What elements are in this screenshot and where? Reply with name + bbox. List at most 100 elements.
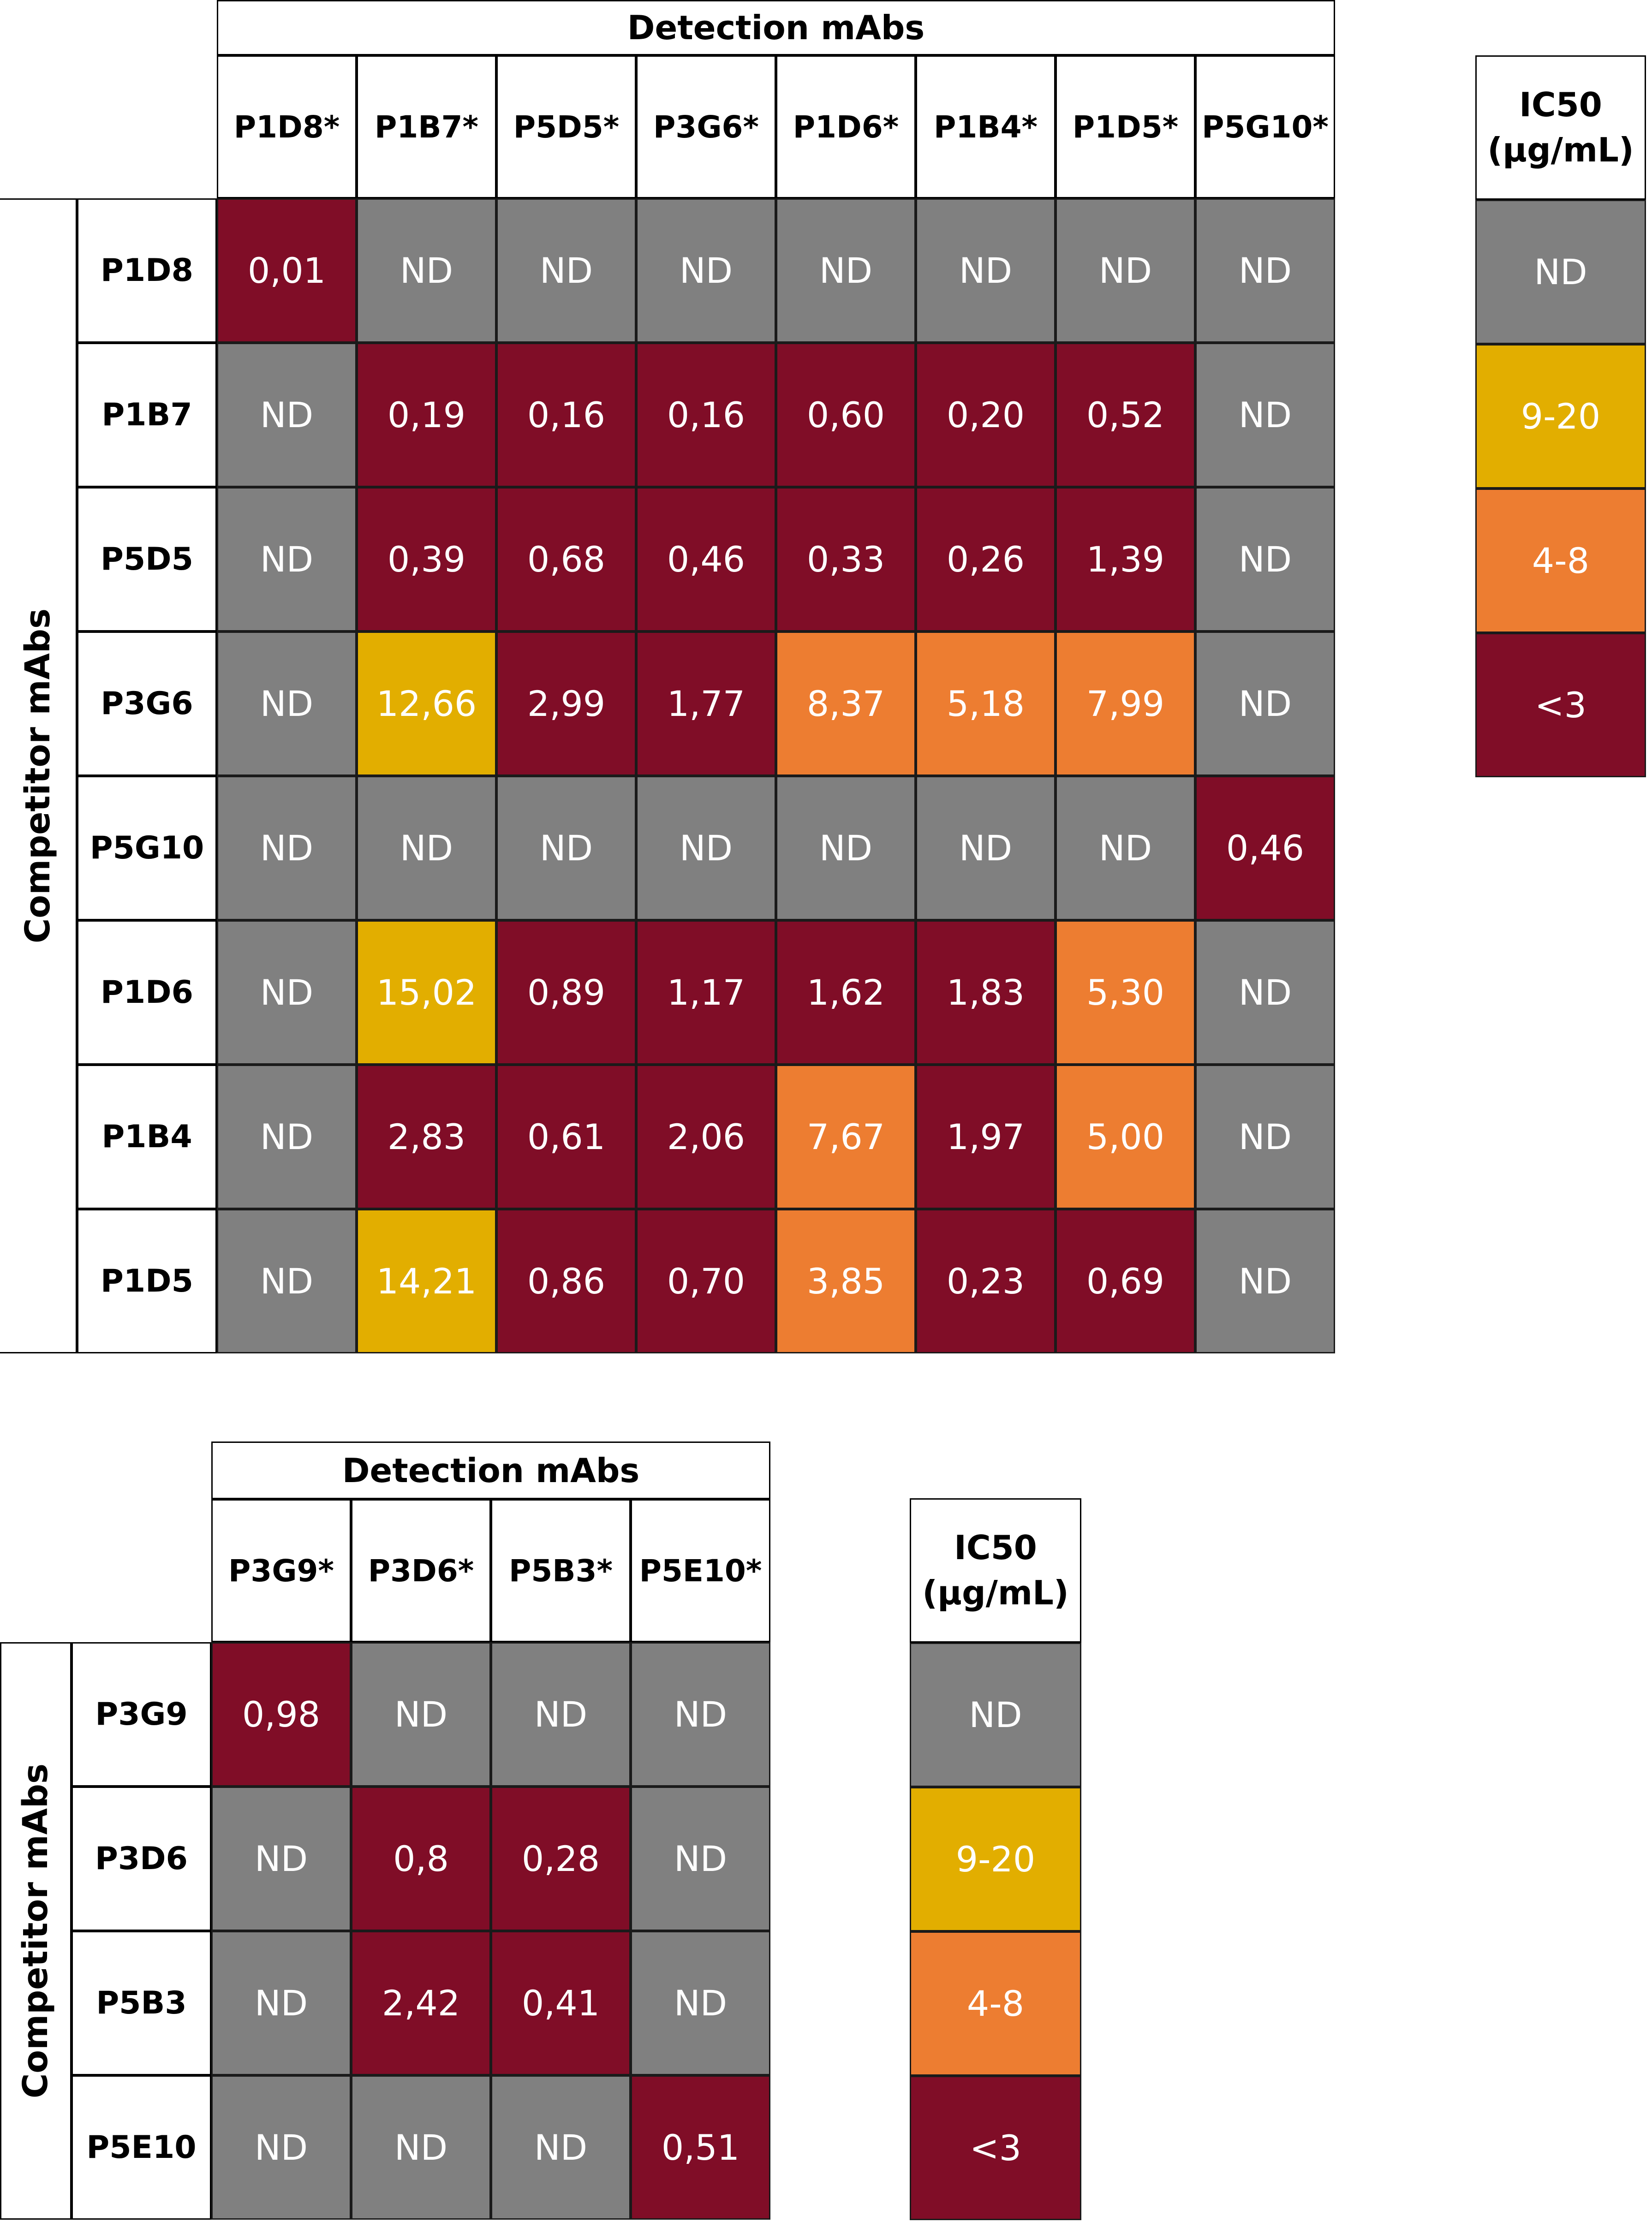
- heatmap-cell: 0,69: [1056, 1209, 1195, 1353]
- row-header: P1B7: [77, 343, 217, 487]
- row-header: P3G9: [72, 1642, 211, 1787]
- heatmap-cell: ND: [351, 2075, 491, 2220]
- heatmap-cell: 7,99: [1056, 631, 1195, 776]
- heatmap-cell: ND: [1195, 1209, 1335, 1353]
- heatmap-cell: ND: [1056, 776, 1195, 920]
- heatmap-cell: ND: [1056, 198, 1195, 343]
- heatmap-cell: 0,70: [636, 1209, 776, 1353]
- legend-entry: ND: [910, 1643, 1081, 1787]
- heatmap-cell: 1,97: [916, 1065, 1056, 1209]
- legend-title: IC50 (µg/mL): [1475, 55, 1646, 200]
- heatmap-cell: ND: [491, 1642, 631, 1787]
- heatmap-cell: 2,99: [496, 631, 636, 776]
- row-header: P5B3: [72, 1931, 211, 2075]
- heatmap-cell: ND: [211, 1787, 351, 1931]
- heatmap-cell: ND: [776, 198, 916, 343]
- legend-entry: ND: [1475, 200, 1646, 344]
- heatmap-cell: ND: [217, 1209, 357, 1353]
- heatmap-cell: ND: [631, 1642, 770, 1787]
- row-header: P5D5: [77, 487, 217, 631]
- row-header: P1B4: [77, 1065, 217, 1209]
- row-header: P1D5: [77, 1209, 217, 1353]
- legend-entry: <3: [910, 2076, 1081, 2220]
- row-header: P1D6: [77, 920, 217, 1065]
- heatmap-cell: 3,85: [776, 1209, 916, 1353]
- heatmap-cell: 0,86: [496, 1209, 636, 1353]
- heatmap-cell: 0,60: [776, 343, 916, 487]
- heatmap-cell: 0,39: [357, 487, 496, 631]
- heatmap-cell: ND: [1195, 487, 1335, 631]
- heatmap-cell: 0,46: [636, 487, 776, 631]
- heatmap-cell: ND: [496, 198, 636, 343]
- heatmap-cell: ND: [916, 776, 1056, 920]
- column-header: P1D6*: [776, 55, 916, 198]
- row-header: P3D6: [72, 1787, 211, 1931]
- legend-entry: 4-8: [1475, 488, 1646, 633]
- heatmap-cell: 5,00: [1056, 1065, 1195, 1209]
- row-header: P5G10: [77, 776, 217, 920]
- heatmap-cell: ND: [1195, 198, 1335, 343]
- column-header: P1D8*: [217, 55, 357, 198]
- competitor-mabs-title: Competitor mAbs: [0, 198, 77, 1353]
- legend-title-line2: (µg/mL): [1487, 130, 1634, 169]
- heatmap-cell: 0,16: [636, 343, 776, 487]
- heatmap-cell: ND: [631, 1787, 770, 1931]
- heatmap-cell: ND: [776, 776, 916, 920]
- heatmap-cell: ND: [217, 343, 357, 487]
- legend-title: IC50 (µg/mL): [910, 1498, 1081, 1643]
- heatmap-cell: ND: [217, 920, 357, 1065]
- column-header: P1B4*: [916, 55, 1056, 198]
- heatmap-cell: 5,30: [1056, 920, 1195, 1065]
- heatmap-cell: 8,37: [776, 631, 916, 776]
- legend-entry: 9-20: [910, 1787, 1081, 1931]
- legend-entry: <3: [1475, 633, 1646, 777]
- heatmap-cell: 14,21: [357, 1209, 496, 1353]
- column-header: P3D6*: [351, 1499, 491, 1642]
- heatmap-cell: 0,20: [916, 343, 1056, 487]
- heatmap-cell: 2,06: [636, 1065, 776, 1209]
- heatmap-cell: ND: [1195, 631, 1335, 776]
- heatmap-cell: 0,8: [351, 1787, 491, 1931]
- heatmap-cell: ND: [1195, 1065, 1335, 1209]
- competitor-mabs-label: Competitor mAbs: [16, 1763, 56, 2099]
- legend-title-line2: (µg/mL): [922, 1573, 1069, 1612]
- heatmap-cell: ND: [636, 198, 776, 343]
- heatmap-cell: 0,26: [916, 487, 1056, 631]
- legend-title-line1: IC50: [1519, 85, 1602, 125]
- heatmap-cell: ND: [217, 631, 357, 776]
- heatmap-cell: 0,41: [491, 1931, 631, 2075]
- heatmap-cell: 0,28: [491, 1787, 631, 1931]
- column-header: P5G10*: [1195, 55, 1335, 198]
- row-header: P5E10: [72, 2075, 211, 2220]
- heatmap-cell: ND: [916, 198, 1056, 343]
- column-header: P3G9*: [211, 1499, 351, 1642]
- detection-mabs-title: Detection mAbs: [211, 1442, 770, 1499]
- heatmap-cell: ND: [217, 1065, 357, 1209]
- heatmap-cell: 1,83: [916, 920, 1056, 1065]
- heatmap-cell: ND: [1195, 343, 1335, 487]
- heatmap-cell: 12,66: [357, 631, 496, 776]
- heatmap-cell: 0,68: [496, 487, 636, 631]
- heatmap-cell: 2,42: [351, 1931, 491, 2075]
- heatmap-cell: ND: [217, 776, 357, 920]
- heatmap-cell: ND: [217, 487, 357, 631]
- row-header: P1D8: [77, 198, 217, 343]
- heatmap-cell: 0,46: [1195, 776, 1335, 920]
- row-header: P3G6: [77, 631, 217, 776]
- heatmap-cell: 0,23: [916, 1209, 1056, 1353]
- heatmap-cell: ND: [1195, 920, 1335, 1065]
- heatmap-cell: 1,39: [1056, 487, 1195, 631]
- column-header: P5B3*: [491, 1499, 631, 1642]
- heatmap-cell: 0,16: [496, 343, 636, 487]
- heatmap-cell: 0,61: [496, 1065, 636, 1209]
- heatmap-cell: ND: [211, 2075, 351, 2220]
- column-header: P5D5*: [496, 55, 636, 198]
- heatmap-cell: 5,18: [916, 631, 1056, 776]
- heatmap-cell: 0,51: [631, 2075, 770, 2220]
- heatmap-cell: 1,62: [776, 920, 916, 1065]
- competitor-mabs-label: Competitor mAbs: [18, 608, 58, 944]
- heatmap-cell: ND: [631, 1931, 770, 2075]
- heatmap-cell: ND: [357, 198, 496, 343]
- competitor-mabs-title: Competitor mAbs: [0, 1642, 72, 2220]
- heatmap-cell: 2,83: [357, 1065, 496, 1209]
